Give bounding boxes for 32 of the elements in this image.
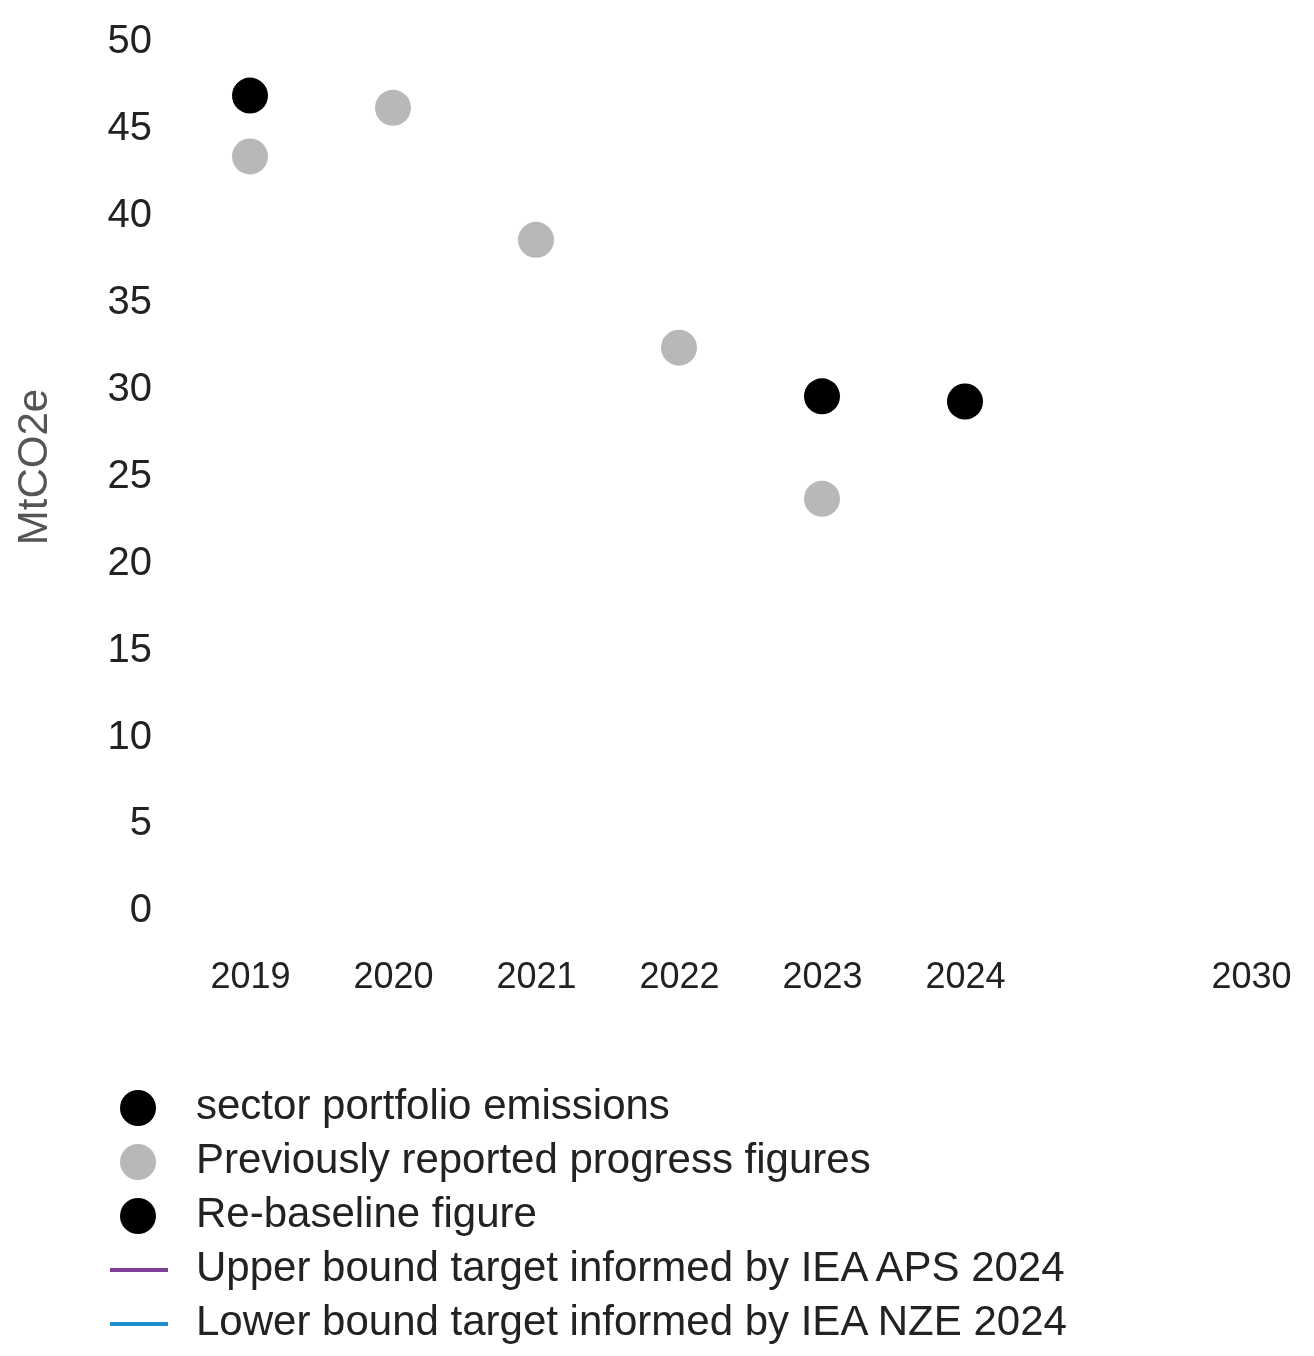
x-tick-label: 2023	[782, 954, 863, 996]
y-tick-label: 40	[107, 191, 152, 236]
y-tick-label: 15	[107, 625, 152, 670]
y-tick-label: 10	[107, 712, 152, 757]
y-tick-label: 50	[107, 17, 152, 62]
y-tick-label: 30	[107, 364, 152, 409]
point	[947, 383, 983, 420]
point	[232, 138, 268, 175]
x-tick-label: 2022	[639, 954, 720, 996]
point	[518, 221, 554, 258]
x-tick-label: 2024	[925, 954, 1006, 996]
point	[232, 77, 268, 114]
legend-label: Previously reported progress figures	[196, 1135, 871, 1183]
legend-label: Re-baseline figure	[196, 1189, 537, 1237]
y-tick-label: 5	[129, 799, 152, 844]
y-tick-label: 25	[107, 451, 152, 496]
legend-label: sector portfolio emissions	[196, 1081, 670, 1129]
point	[804, 480, 840, 517]
y-axis-title: MtCO2e	[9, 388, 56, 546]
y-tick-label: 35	[107, 278, 152, 322]
x-tick-label: 2019	[210, 954, 291, 996]
y-tick-label: 0	[129, 886, 152, 931]
point	[661, 329, 697, 366]
point	[804, 378, 840, 415]
x-tick-label: 2021	[496, 954, 577, 996]
x-tick-label: 2030	[1211, 954, 1292, 996]
legend-label: Upper bound target informed by IEA APS 2024	[196, 1243, 1065, 1291]
y-tick-label: 45	[107, 104, 152, 149]
y-tick-label: 20	[107, 538, 152, 583]
x-tick-label: 2020	[353, 954, 434, 996]
legend-label: Lower bound target informed by IEA NZE 2024	[196, 1297, 1067, 1345]
point	[375, 89, 411, 126]
